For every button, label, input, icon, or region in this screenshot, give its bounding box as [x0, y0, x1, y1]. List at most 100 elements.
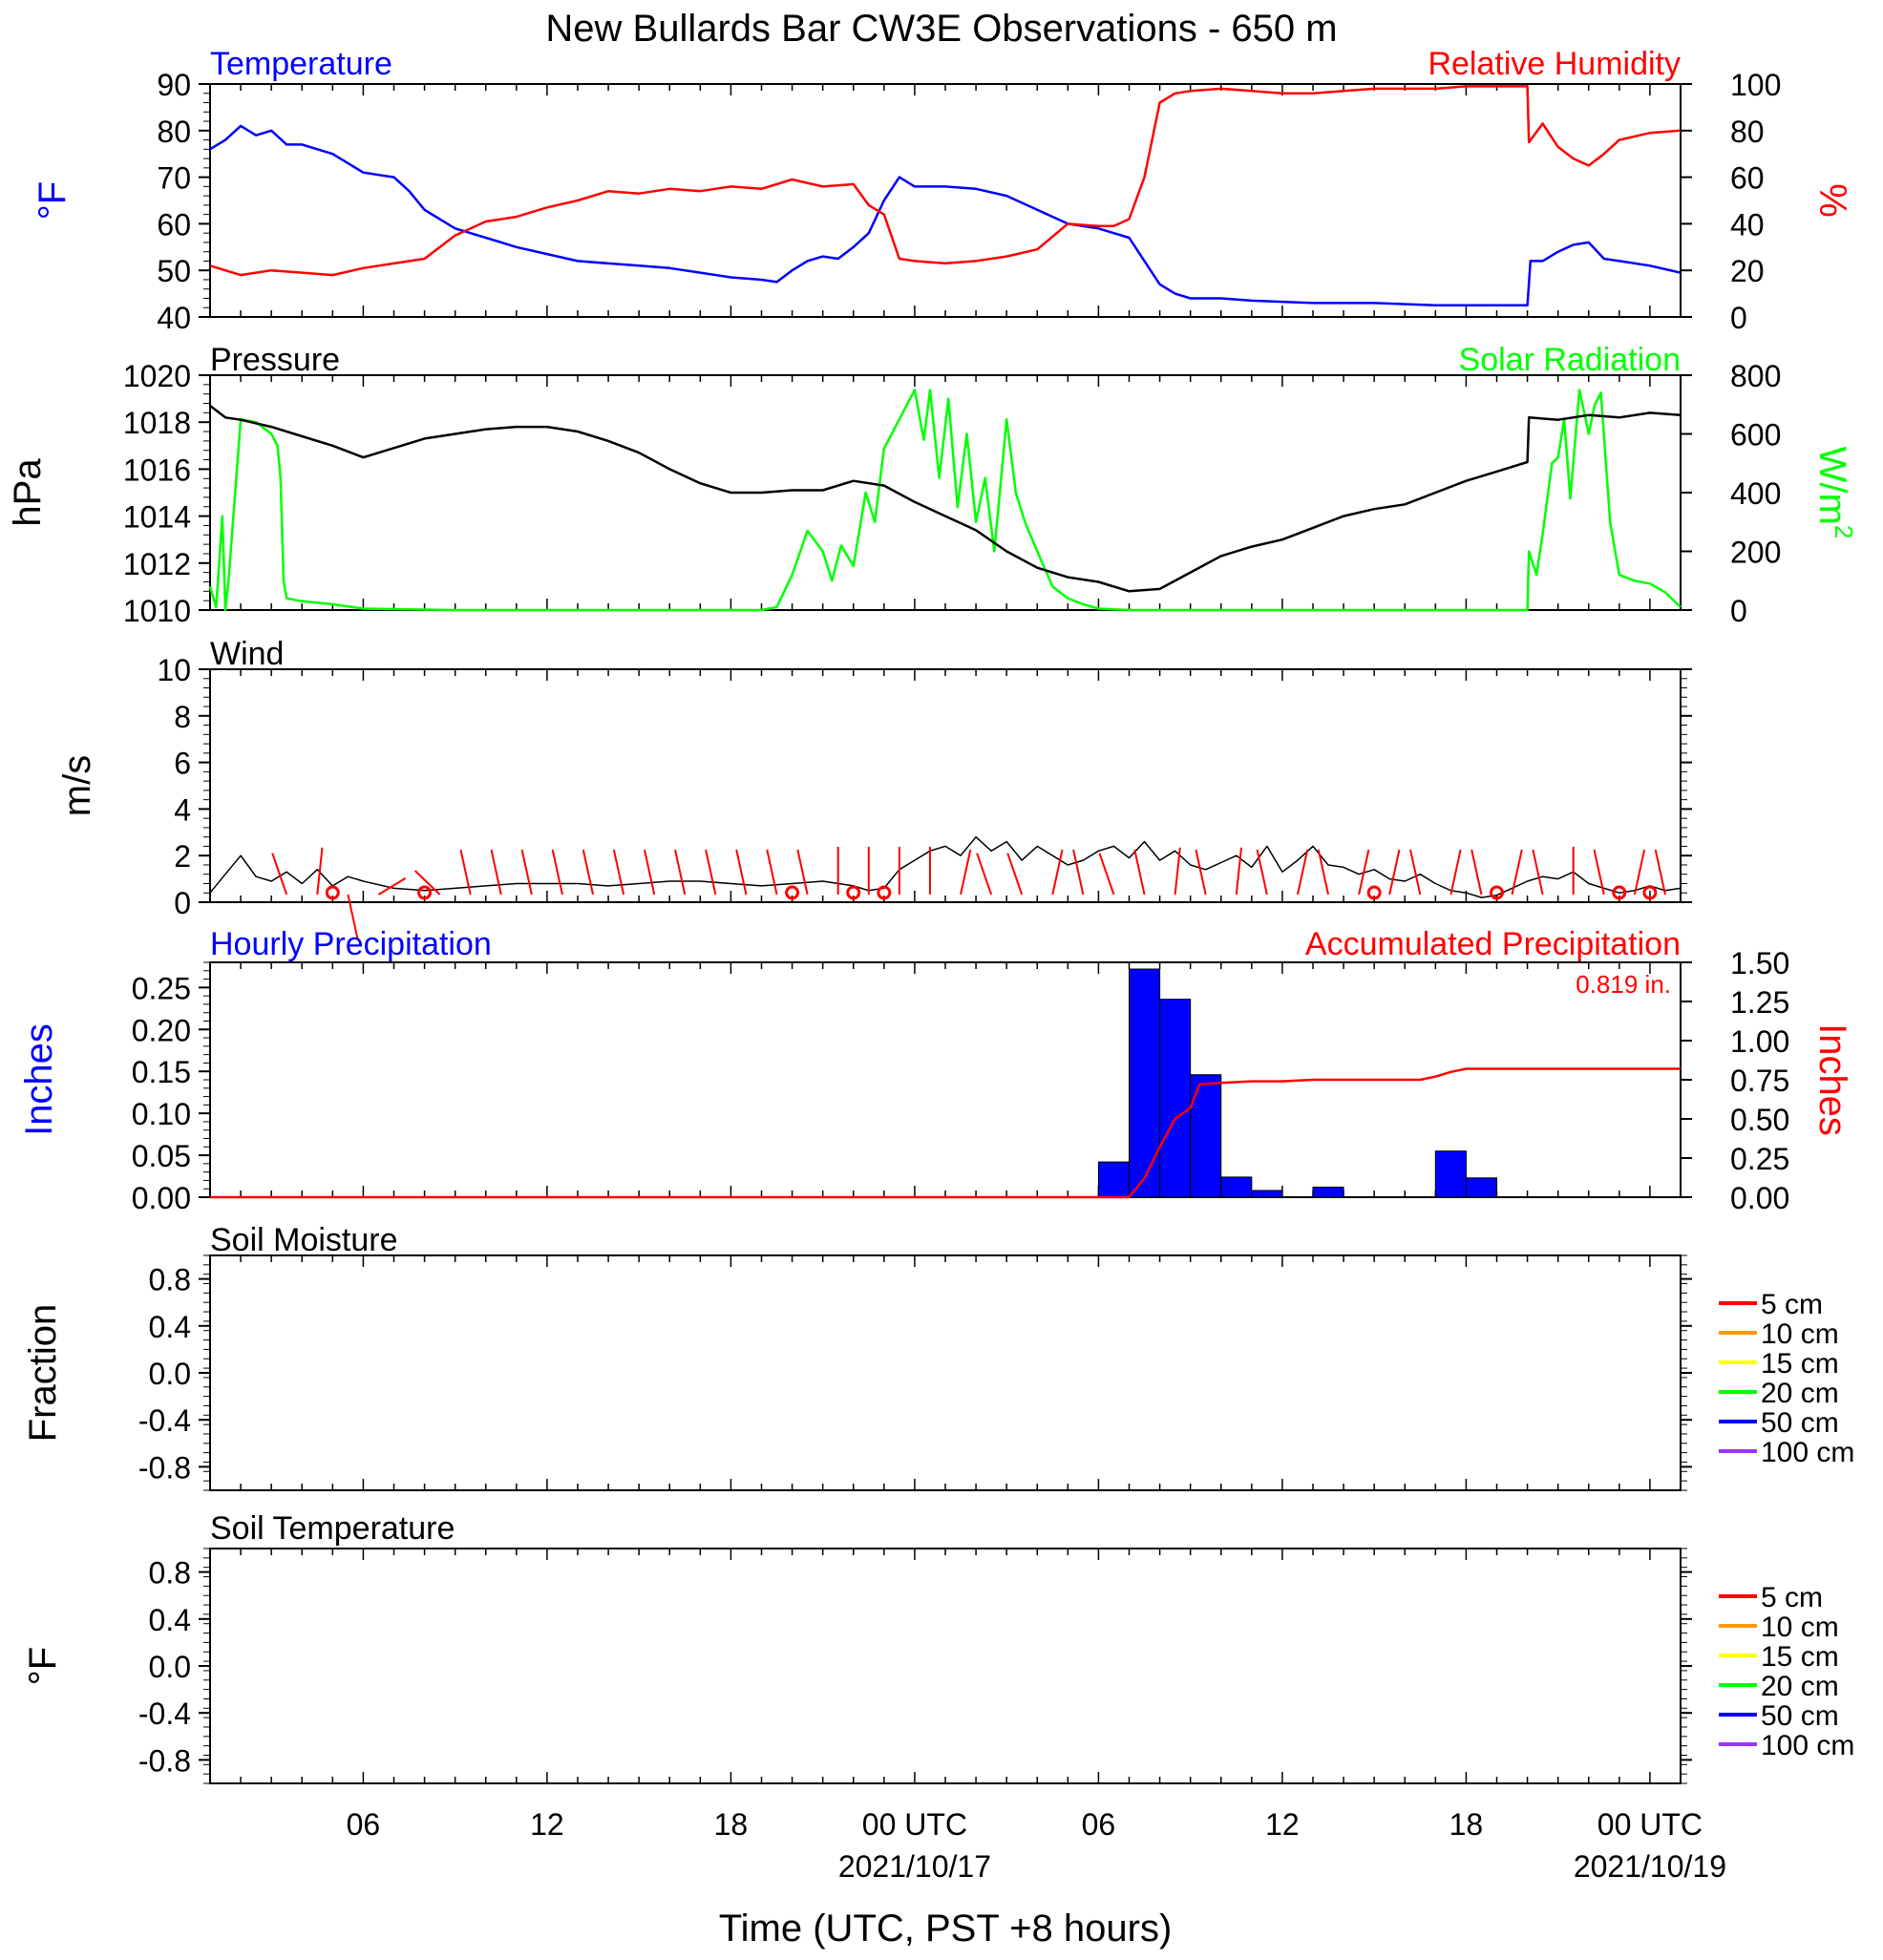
precipitation-series: [210, 968, 1681, 1199]
hourly-precip-bar: [1251, 1190, 1283, 1198]
y-right-tick-label: 0.25: [1730, 1142, 1789, 1176]
hourly-precip-bar: [1129, 968, 1161, 1198]
y-tick-label: 0: [174, 886, 191, 920]
pressure-unit-label: hPa: [7, 458, 49, 527]
y-tick-label: 0.20: [132, 1013, 191, 1047]
temperature-humidity-series: [209, 85, 1682, 307]
y-right-tick-label: 0.75: [1730, 1064, 1789, 1098]
wind-barb: [1098, 853, 1115, 896]
pressure-axis-ticks: 1010 1012 1014 1016 1018 1020 0 200 400 600 800: [123, 359, 1782, 628]
y-right-tick-label: 80: [1730, 115, 1765, 149]
wind-barb: [960, 849, 972, 896]
wind-barb: [459, 849, 472, 896]
wind-barb: [1511, 849, 1523, 896]
y-tick-label: 10: [157, 653, 191, 687]
hourly-precip-bar: [1097, 1161, 1130, 1198]
precipitation-panel: Hourly Precipitation Accumulated Precipi…: [18, 926, 1853, 1215]
y-tick-label: 0.05: [132, 1139, 191, 1173]
pressure-solar-panel: Pressure Solar Radiation hPa W/m2 101010…: [7, 342, 1858, 628]
legend-label: 100 cm: [1761, 1437, 1854, 1468]
solar-unit-base: W/m: [1811, 447, 1853, 525]
wind-barb: [705, 849, 717, 896]
humidity-axis-label: %: [1811, 183, 1853, 218]
pressure-line: [209, 405, 1682, 593]
y-right-tick-label: 200: [1730, 536, 1781, 570]
hourly-precip-bar: [1220, 1176, 1253, 1198]
legend-label: 15 cm: [1761, 1641, 1839, 1673]
soil-moisture-title: Soil Moisture: [210, 1222, 398, 1258]
y-tick-label: 60: [157, 207, 191, 242]
solar-axis-label: W/m2: [1811, 447, 1858, 539]
wind-unit-label: m/s: [56, 755, 98, 816]
figure-title: New Bullards Bar CW3E Observations - 650…: [545, 8, 1337, 50]
precipitation-axis-ticks: 0.00 0.05 0.10 0.15 0.20 0.25 0.00 0.25 0.50 0.75…: [132, 946, 1790, 1215]
y-tick-label: 1012: [123, 547, 191, 581]
wind-barb: [413, 870, 441, 896]
y-tick-label: 0.25: [132, 971, 191, 1005]
legend-label: 15 cm: [1761, 1348, 1839, 1380]
time-axis: 06 12 18 00 UTC 2021/10/17 06 12 18 00 UTC 2021/1…: [347, 1807, 1726, 1884]
time-tick-label: 18: [714, 1807, 749, 1842]
legend-label: 10 cm: [1761, 1318, 1839, 1350]
legend-label: 20 cm: [1761, 1671, 1839, 1702]
wind-barb: [1051, 849, 1064, 896]
wind-barb: [1633, 849, 1646, 896]
legend-label: 10 cm: [1761, 1612, 1839, 1643]
calm-wind-marker: [1366, 885, 1382, 900]
soil-temperature-unit-label: °F: [22, 1647, 64, 1685]
wind-series: [209, 835, 1682, 940]
soil-temperature-axis-label: °F: [22, 1647, 64, 1685]
wind-title: Wind: [210, 636, 284, 672]
y-tick-label: -0.8: [138, 1743, 191, 1778]
y-tick-label: -0.4: [138, 1697, 191, 1731]
legend-label: 20 cm: [1761, 1378, 1839, 1409]
y-tick-label: 1018: [123, 406, 191, 440]
y-right-tick-label: 800: [1730, 359, 1781, 393]
wind-barb: [1296, 849, 1309, 896]
date-label: 2021/10/17: [838, 1849, 991, 1884]
hourly-precip-bar: [1434, 1150, 1467, 1198]
y-right-tick-label: 1.00: [1730, 1024, 1789, 1059]
wind-barb: [1654, 849, 1666, 896]
y-tick-label: 1014: [123, 500, 191, 535]
temperature-axis-ticks: 40 50 60 70 80 90 0 20 40 60 80 100: [157, 68, 1781, 335]
time-tick-label: 00 UTC: [862, 1807, 967, 1842]
wind-barb: [271, 853, 288, 896]
wind-barb: [1388, 849, 1401, 896]
pressure-solar-series: [208, 389, 1682, 612]
wind-axis-label: m/s: [56, 755, 98, 816]
wind-barb: [1449, 849, 1462, 896]
y-tick-label: 1010: [123, 594, 191, 628]
y-tick-label: 0.0: [149, 1650, 191, 1684]
calm-wind-marker: [1642, 885, 1658, 900]
time-axis-label: Time (UTC, PST +8 hours): [719, 1907, 1173, 1949]
accum-precip-total: 0.819 in.: [1576, 970, 1671, 999]
humidity-unit-label: %: [1811, 183, 1853, 218]
accum-precip-title: Accumulated Precipitation: [1305, 926, 1681, 962]
legend-label: 50 cm: [1761, 1407, 1839, 1439]
legend-label: 50 cm: [1761, 1700, 1839, 1732]
wind-barb: [316, 847, 324, 896]
time-tick-label: 12: [530, 1807, 564, 1842]
time-tick-label: 00 UTC: [1597, 1807, 1703, 1842]
wind-barb: [976, 853, 993, 896]
time-tick-label: 06: [347, 1807, 381, 1842]
wind-barb: [1006, 853, 1024, 896]
y-tick-label: 90: [157, 68, 191, 102]
y-tick-label: 1016: [123, 453, 191, 487]
temperature-line: [209, 124, 1682, 307]
y-tick-label: 0.4: [149, 1603, 191, 1637]
y-right-tick-label: 600: [1730, 418, 1781, 453]
y-tick-label: 0.15: [132, 1055, 191, 1089]
y-tick-label: 6: [174, 747, 191, 781]
y-right-tick-label: 40: [1730, 207, 1765, 242]
temperature-unit-label: °F: [32, 181, 74, 220]
y-tick-label: -0.4: [138, 1403, 191, 1438]
wind-barb: [1072, 849, 1085, 896]
y-tick-label: 1020: [123, 359, 191, 393]
wind-barb: [520, 849, 533, 896]
y-right-tick-label: 1.50: [1730, 946, 1789, 980]
wind-barb: [551, 849, 563, 896]
y-tick-label: 0.8: [149, 1556, 191, 1591]
y-tick-label: 0.8: [149, 1263, 191, 1297]
